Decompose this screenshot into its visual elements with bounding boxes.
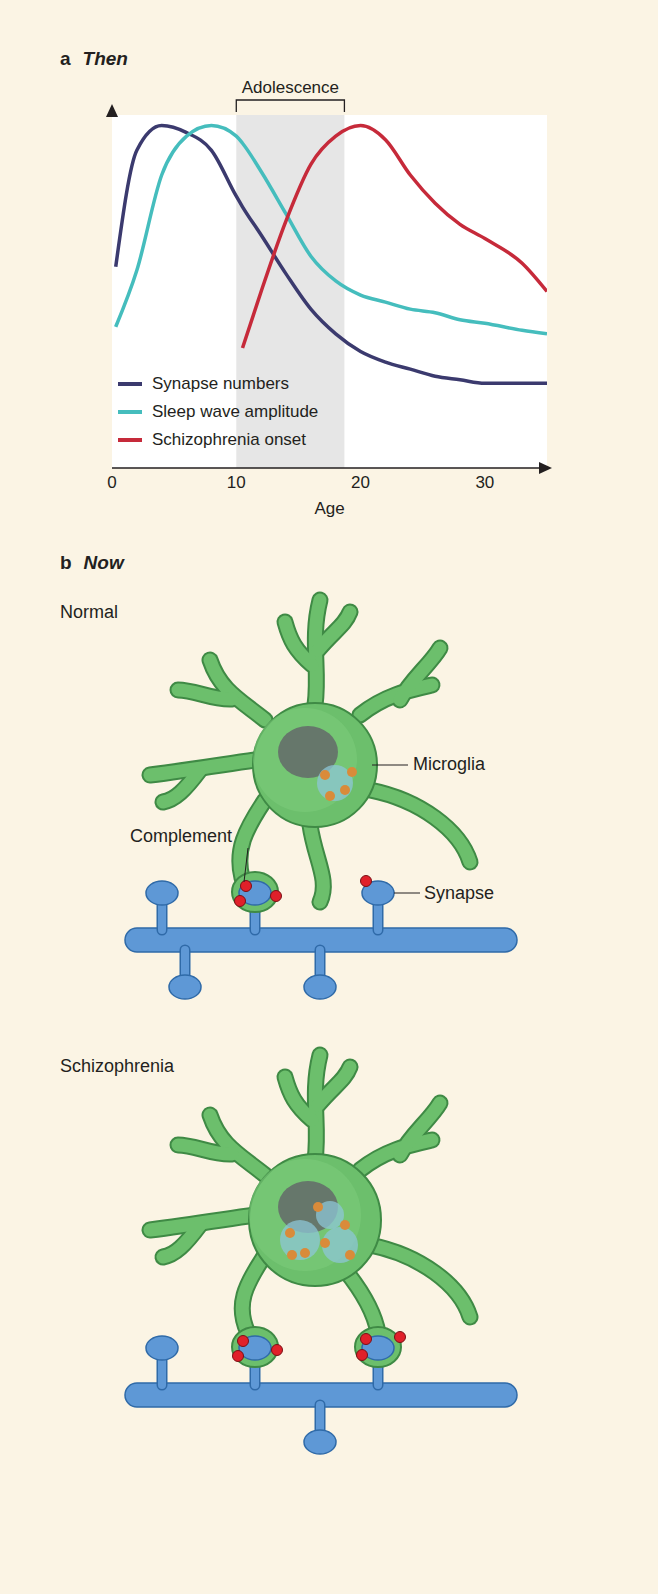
svg-text:20: 20 [351,473,370,492]
html-text:a: a [60,48,71,69]
svg-text:10: 10 [227,473,246,492]
html-text:Now: Now [83,552,124,573]
svg-text:30: 30 [475,473,494,492]
svg-text:Age: Age [314,499,344,518]
html-text:Then: Then [82,48,128,69]
html-text:Sleep wave amplitude: Sleep wave amplitude [152,402,319,421]
html-text:Synapse numbers: Synapse numbers [152,374,289,393]
svg-text:Complement: Complement [130,826,232,846]
svg-text:Synapse: Synapse [424,883,494,903]
svg-text:0: 0 [107,473,116,492]
html-text:Normal: Normal [60,602,118,622]
html-text:b: b [60,552,72,573]
html-text:Schizophrenia: Schizophrenia [60,1056,175,1076]
svg-text:Microglia: Microglia [413,754,486,774]
svg-text:Adolescence: Adolescence [242,78,339,97]
html-text:Schizophrenia onset: Schizophrenia onset [152,430,306,449]
